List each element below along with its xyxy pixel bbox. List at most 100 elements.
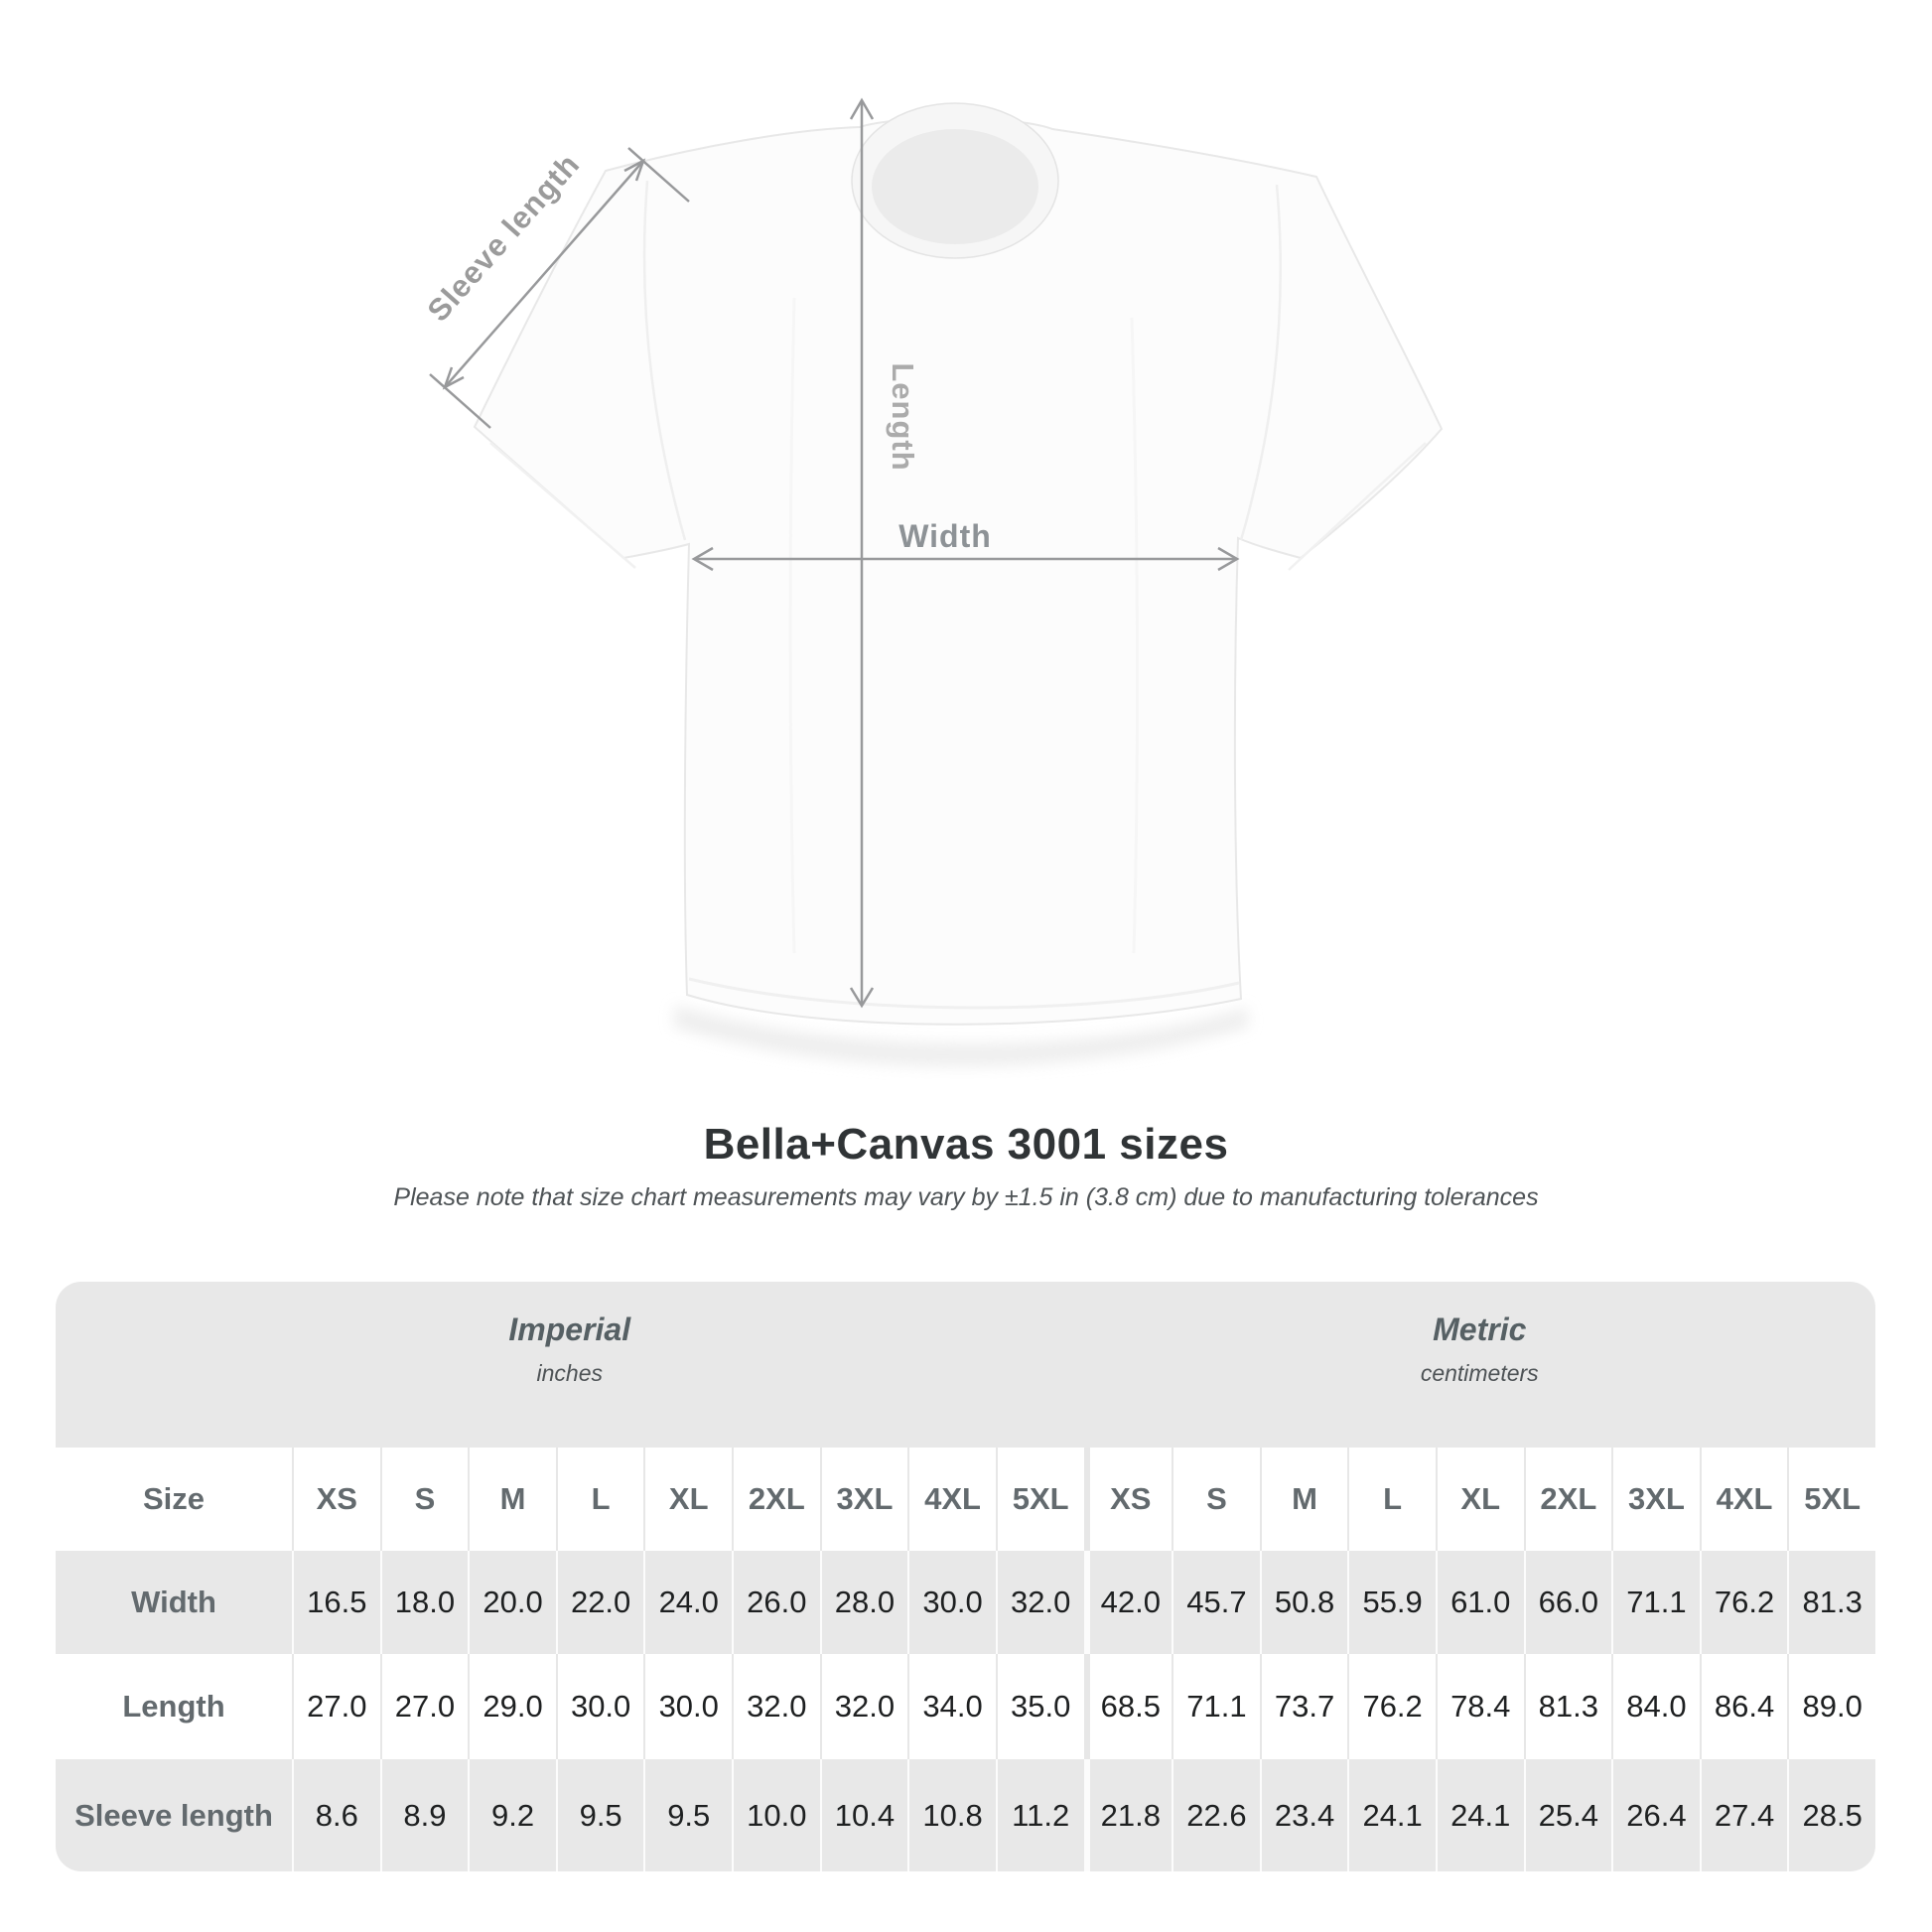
- arrowhead-left: [691, 546, 714, 572]
- metric-label: Metric: [1433, 1311, 1527, 1347]
- length-metric-xs: 68.5: [1083, 1654, 1173, 1759]
- row-label-sleeve-length: Sleeve length: [74, 1797, 273, 1833]
- sleeve-metric-2xl: 25.4: [1523, 1759, 1612, 1871]
- width-metric-4xl: 76.2: [1699, 1551, 1788, 1654]
- heading-block: Bella+Canvas 3001 sizes Please note that…: [0, 1120, 1932, 1212]
- width-metric-5xl: 81.3: [1787, 1551, 1875, 1654]
- size-header-imperial-4xl: 4XL: [907, 1448, 996, 1551]
- length-metric-m: 73.7: [1259, 1654, 1348, 1759]
- sleeve-metric-xs: 21.8: [1083, 1759, 1173, 1871]
- length-label: Length: [886, 362, 920, 471]
- sleeve-imperial-xl: 9.5: [643, 1759, 732, 1871]
- size-header-metric-3xl: 3XL: [1611, 1448, 1700, 1551]
- size-header-metric-xs: XS: [1083, 1448, 1173, 1551]
- length-imperial-xs: 27.0: [292, 1654, 380, 1759]
- width-imperial-2xl: 26.0: [732, 1551, 820, 1654]
- table-row-sleeve-length: Sleeve length 8.6 8.9 9.2 9.5 9.5 10.0 1…: [56, 1759, 1875, 1871]
- imperial-label: Imperial: [508, 1311, 631, 1347]
- tshirt-measurement-diagram: Sleeve length Length Width: [421, 97, 1444, 1067]
- size-header-imperial-xs: XS: [292, 1448, 380, 1551]
- sleeve-metric-5xl: 28.5: [1787, 1759, 1875, 1871]
- collar-opening: [872, 129, 1038, 244]
- shirt-hem-shadow: [673, 1005, 1249, 1067]
- size-header-metric-l: L: [1347, 1448, 1436, 1551]
- width-imperial-xs: 16.5: [292, 1551, 380, 1654]
- width-imperial-4xl: 30.0: [907, 1551, 996, 1654]
- size-column-header: Size: [142, 1481, 206, 1516]
- length-metric-3xl: 84.0: [1611, 1654, 1700, 1759]
- tshirt-image: [473, 102, 1444, 1026]
- table-header-band: Imperial inches Metric centimeters: [56, 1282, 1875, 1448]
- width-imperial-m: 20.0: [468, 1551, 556, 1654]
- size-header-imperial-2xl: 2XL: [732, 1448, 820, 1551]
- width-metric-3xl: 71.1: [1611, 1551, 1700, 1654]
- table-row-length: Length 27.0 27.0 29.0 30.0 30.0 32.0 32.…: [56, 1654, 1875, 1759]
- size-header-metric-xl: XL: [1435, 1448, 1524, 1551]
- sleeve-imperial-2xl: 10.0: [732, 1759, 820, 1871]
- width-dimension: [691, 546, 1240, 572]
- sleeve-length-dimension: [429, 147, 690, 429]
- size-header-metric-5xl: 5XL: [1787, 1448, 1875, 1551]
- length-metric-l: 76.2: [1347, 1654, 1436, 1759]
- length-dimension: [849, 97, 875, 1009]
- length-imperial-5xl: 35.0: [995, 1654, 1084, 1759]
- width-metric-s: 45.7: [1172, 1551, 1260, 1654]
- imperial-section-header: Imperial inches: [56, 1282, 1084, 1448]
- width-imperial-3xl: 28.0: [819, 1551, 908, 1654]
- sleeve-imperial-m: 9.2: [468, 1759, 556, 1871]
- size-header-imperial-xl: XL: [643, 1448, 732, 1551]
- extension-tick-lower: [429, 373, 491, 429]
- size-header-imperial-3xl: 3XL: [819, 1448, 908, 1551]
- length-imperial-3xl: 32.0: [819, 1654, 908, 1759]
- table-row-width: Width 16.5 18.0 20.0 22.0 24.0 26.0 28.0…: [56, 1551, 1875, 1654]
- length-metric-5xl: 89.0: [1787, 1654, 1875, 1759]
- width-label: Width: [898, 518, 992, 554]
- row-label-width: Width: [131, 1585, 216, 1619]
- arrowhead-up: [849, 97, 875, 120]
- sleeve-imperial-xs: 8.6: [292, 1759, 380, 1871]
- length-metric-xl: 78.4: [1435, 1654, 1524, 1759]
- length-imperial-l: 30.0: [555, 1654, 644, 1759]
- imperial-unit: inches: [536, 1360, 603, 1386]
- width-metric-xl: 61.0: [1435, 1551, 1524, 1654]
- metric-section-header: Metric centimeters: [1084, 1282, 1876, 1448]
- width-metric-xs: 42.0: [1083, 1551, 1173, 1654]
- length-imperial-4xl: 34.0: [907, 1654, 996, 1759]
- sleeve-metric-m: 23.4: [1259, 1759, 1348, 1871]
- size-header-metric-2xl: 2XL: [1523, 1448, 1612, 1551]
- size-header-row: Size XS S M L XL 2XL 3XL 4XL 5XL XS S M …: [56, 1448, 1875, 1551]
- width-imperial-l: 22.0: [555, 1551, 644, 1654]
- size-header-imperial-s: S: [379, 1448, 469, 1551]
- sleeve-imperial-s: 8.9: [379, 1759, 469, 1871]
- length-imperial-m: 29.0: [468, 1654, 556, 1759]
- length-imperial-2xl: 32.0: [732, 1654, 820, 1759]
- width-imperial-xl: 24.0: [643, 1551, 732, 1654]
- sleeve-metric-xl: 24.1: [1435, 1759, 1524, 1871]
- size-header-imperial-m: M: [468, 1448, 556, 1551]
- width-metric-l: 55.9: [1347, 1551, 1436, 1654]
- size-header-metric-m: M: [1259, 1448, 1348, 1551]
- length-imperial-s: 27.0: [379, 1654, 469, 1759]
- sleeve-metric-3xl: 26.4: [1611, 1759, 1700, 1871]
- dimension-lines: [429, 97, 1240, 1009]
- sleeve-metric-4xl: 27.4: [1699, 1759, 1788, 1871]
- page-subtitle: Please note that size chart measurements…: [393, 1183, 1539, 1211]
- width-imperial-s: 18.0: [379, 1551, 469, 1654]
- size-header-metric-s: S: [1172, 1448, 1260, 1551]
- row-label-length: Length: [122, 1689, 225, 1724]
- length-imperial-xl: 30.0: [643, 1654, 732, 1759]
- page-title: Bella+Canvas 3001 sizes: [703, 1120, 1229, 1169]
- metric-unit: centimeters: [1420, 1360, 1539, 1386]
- length-metric-4xl: 86.4: [1699, 1654, 1788, 1759]
- width-imperial-5xl: 32.0: [995, 1551, 1084, 1654]
- size-header-imperial-5xl: 5XL: [995, 1448, 1084, 1551]
- sleeve-imperial-l: 9.5: [555, 1759, 644, 1871]
- size-table: Imperial inches Metric centimeters Size …: [56, 1282, 1875, 1871]
- length-metric-2xl: 81.3: [1523, 1654, 1612, 1759]
- sleeve-imperial-3xl: 10.4: [819, 1759, 908, 1871]
- sleeve-metric-l: 24.1: [1347, 1759, 1436, 1871]
- width-metric-2xl: 66.0: [1523, 1551, 1612, 1654]
- arrowhead-down: [849, 987, 875, 1009]
- sleeve-imperial-5xl: 11.2: [995, 1759, 1084, 1871]
- arrowhead-right: [1217, 546, 1240, 572]
